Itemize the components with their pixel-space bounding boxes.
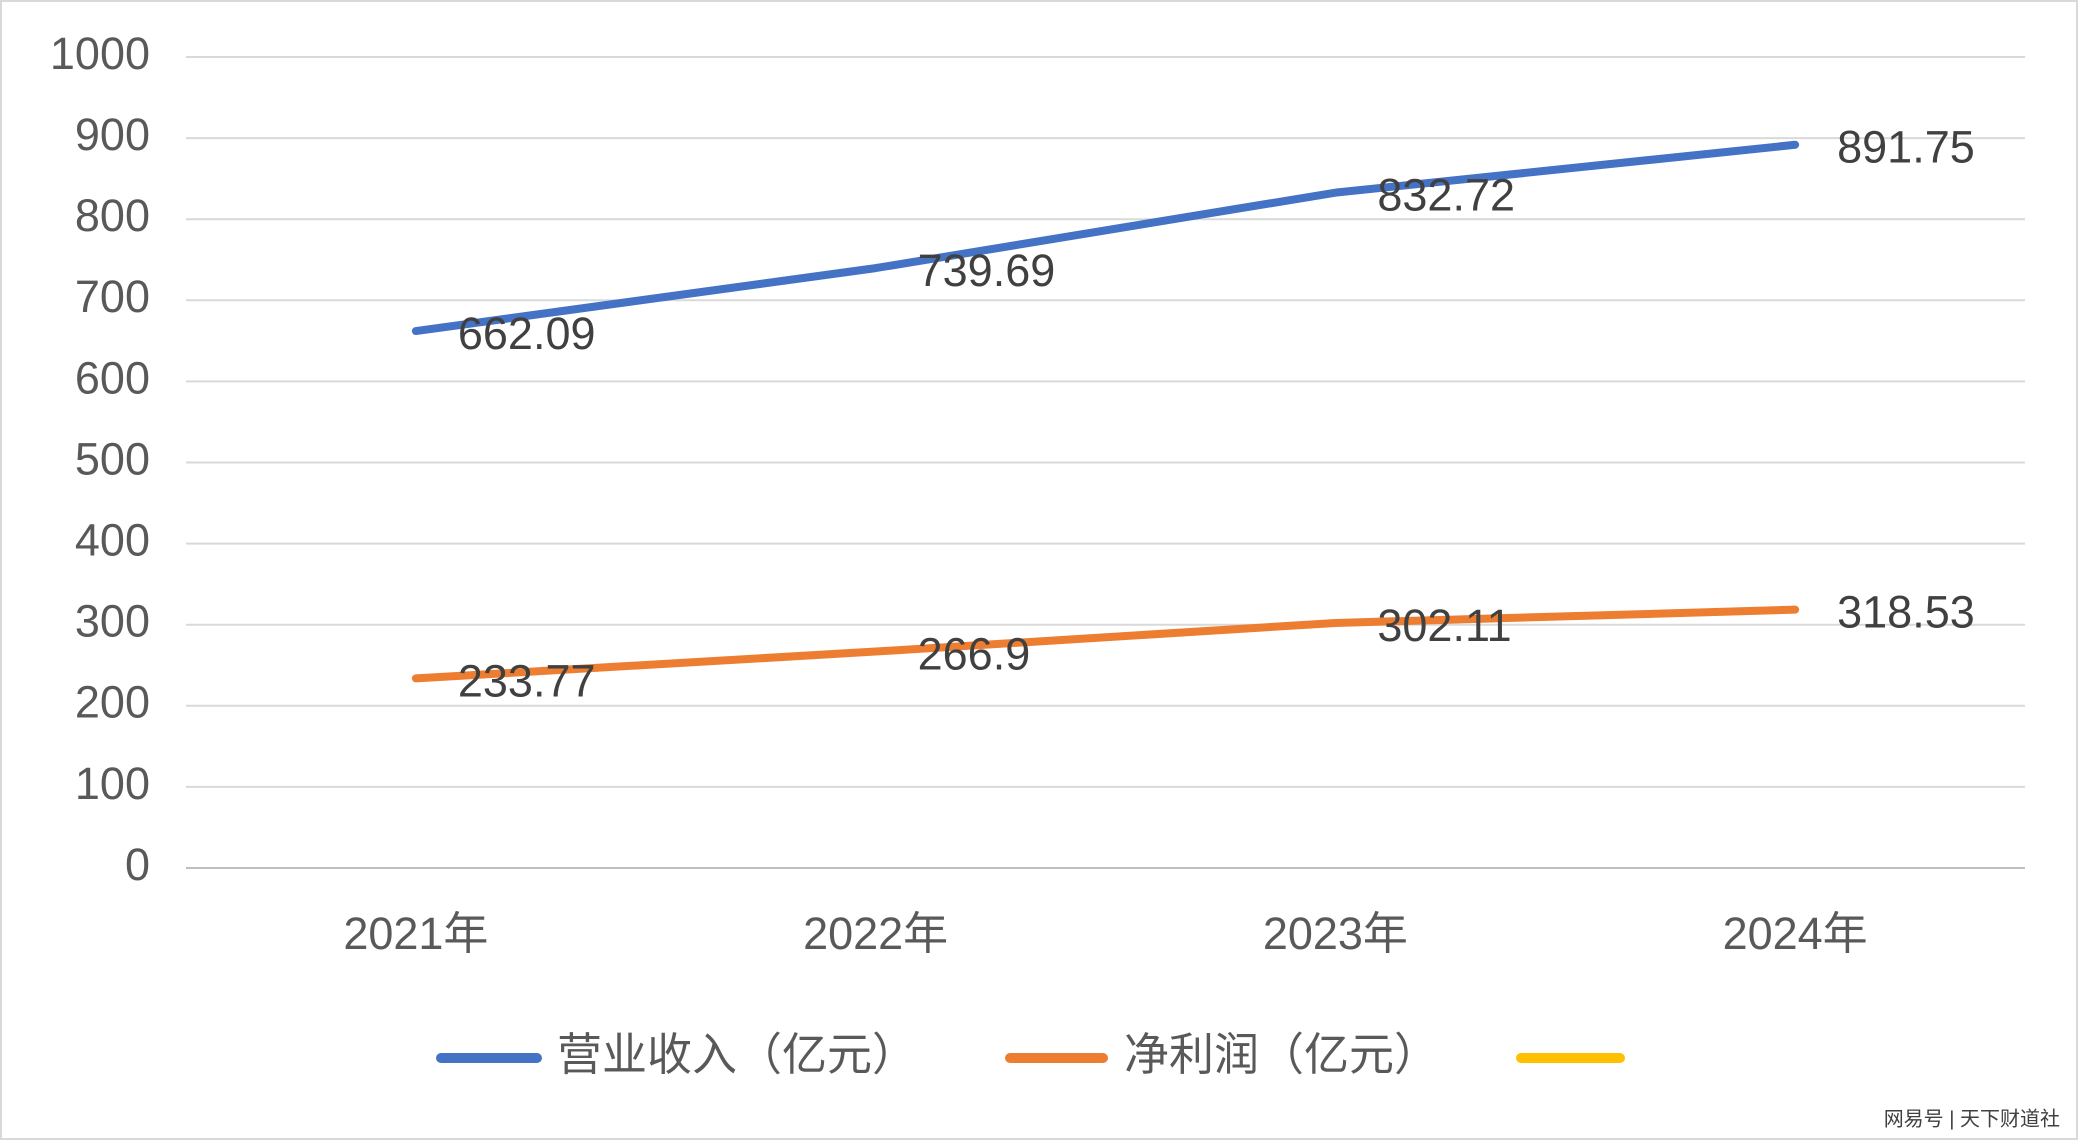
y-tick-label: 300 — [75, 596, 150, 647]
x-tick-label: 2024年 — [1723, 908, 1868, 959]
y-tick-label: 100 — [75, 758, 150, 809]
data-label: 302.11 — [1377, 600, 1511, 651]
x-tick-label: 2023年 — [1263, 908, 1408, 959]
data-label: 891.75 — [1837, 122, 1975, 173]
data-label: 233.77 — [458, 655, 596, 706]
series-line — [411, 605, 1800, 683]
y-tick-label: 600 — [75, 352, 150, 403]
y-tick-label: 700 — [75, 271, 150, 322]
data-label: 662.09 — [458, 308, 596, 359]
y-tick-label: 900 — [75, 109, 150, 160]
data-label: 266.9 — [918, 628, 1031, 679]
data-label: 832.72 — [1377, 170, 1515, 221]
data-label: 318.53 — [1837, 587, 1975, 638]
watermark: 网易号 | 天下财道社 — [1884, 1107, 2060, 1130]
y-tick-label: 200 — [75, 677, 150, 728]
x-tick-label: 2021年 — [343, 908, 488, 959]
legend-label: 营业收入（亿元） — [557, 1029, 917, 1080]
x-tick-label: 2022年 — [803, 908, 948, 959]
y-tick-label: 500 — [75, 433, 150, 484]
series-line — [411, 140, 1800, 336]
y-tick-label: 800 — [75, 190, 150, 241]
y-tick-label: 400 — [75, 514, 150, 565]
data-label: 739.69 — [918, 245, 1056, 296]
y-tick-label: 0 — [125, 839, 150, 890]
legend-label: 净利润（亿元） — [1124, 1029, 1439, 1080]
y-tick-label: 1000 — [50, 28, 150, 79]
